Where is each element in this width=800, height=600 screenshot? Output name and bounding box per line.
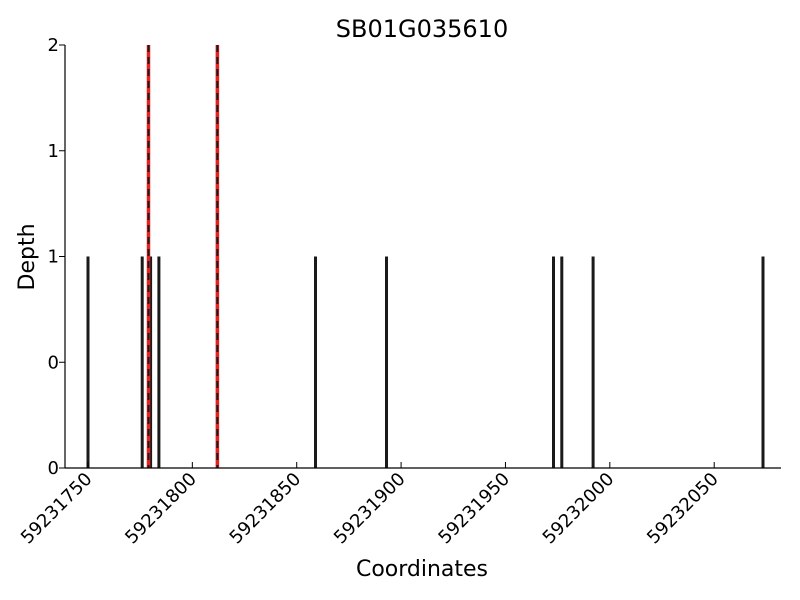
- depth-bar-11: [761, 256, 765, 468]
- depth-bar-8: [552, 256, 555, 468]
- depth-bars: [86, 45, 765, 468]
- highlight-markers: [146, 45, 220, 468]
- x-tick-label-3: 59231900: [330, 469, 410, 549]
- y-tick-label-3: 1: [48, 141, 59, 162]
- x-tick-label-4: 59231950: [434, 469, 514, 549]
- depth-bar-3: [149, 256, 153, 468]
- depth-bar-9: [560, 256, 564, 468]
- depth-bar-10: [591, 256, 595, 468]
- x-tick-label-2: 59231850: [226, 469, 306, 549]
- depth-bar-0: [86, 256, 90, 468]
- depth-bar-6: [314, 256, 317, 468]
- x-tick-label-1: 59231800: [121, 469, 201, 549]
- x-tick-label-6: 59232050: [643, 469, 723, 549]
- y-axis-ticks: 0 0 1 1 2: [48, 35, 65, 479]
- y-axis-label: Depth: [15, 223, 40, 290]
- y-tick-label-1: 0: [48, 352, 59, 373]
- y-tick-label-4: 2: [48, 35, 59, 56]
- depth-bar-1: [140, 256, 144, 468]
- depth-bar-4: [157, 256, 161, 468]
- x-tick-label-5: 59232000: [539, 469, 619, 549]
- x-axis-ticks: 59231750 59231800 59231850 59231900 59231950…: [17, 462, 723, 548]
- chart-title: SB01G035610: [336, 15, 508, 43]
- y-tick-label-2: 1: [48, 247, 59, 268]
- x-tick-label-0: 59231750: [17, 469, 97, 549]
- x-axis-label: Coordinates: [356, 557, 488, 582]
- depth-bar-7: [385, 256, 388, 468]
- y-tick-label-0: 0: [48, 458, 59, 479]
